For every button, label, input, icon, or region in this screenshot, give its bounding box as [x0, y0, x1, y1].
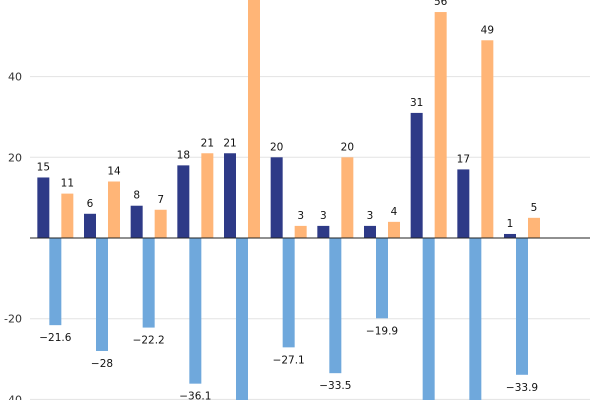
- bar-series3-cat9: [434, 12, 447, 239]
- data-label: 21: [223, 137, 236, 149]
- bar-series2-cat10: [469, 238, 482, 400]
- data-label: −33.5: [319, 380, 351, 392]
- bar-series2-cat5: [236, 238, 248, 400]
- data-label: 3: [297, 210, 304, 222]
- bar-series1-cat11: [504, 233, 516, 238]
- data-label: 15: [37, 161, 50, 173]
- data-label: 31: [410, 97, 423, 109]
- bar-series2-cat2: [96, 238, 108, 351]
- bar-series2-cat1: [49, 238, 62, 326]
- data-label: 4: [391, 206, 398, 218]
- bar-series1-cat2: [84, 213, 96, 238]
- data-label: 20: [341, 141, 354, 153]
- bar-series3-cat10: [481, 40, 494, 238]
- data-label: −21.6: [39, 332, 71, 344]
- data-label: 8: [133, 190, 140, 202]
- data-label: −33.9: [506, 382, 538, 394]
- y-tick-label: -40: [4, 393, 22, 400]
- y-tick-label: 20: [8, 151, 22, 164]
- bar-series1-cat5: [224, 153, 236, 238]
- data-label: 20: [270, 141, 283, 153]
- bars: [37, 0, 540, 400]
- bar-series2-cat8: [376, 238, 388, 319]
- data-label: 1: [507, 218, 514, 230]
- bar-series2-cat9: [422, 238, 435, 400]
- bar-series3-cat3: [154, 209, 167, 238]
- data-label: −36.1: [179, 391, 211, 400]
- data-label: 3: [320, 210, 327, 222]
- bar-series2-cat3: [142, 238, 155, 328]
- bar-series3-cat11: [528, 217, 540, 238]
- bar-series3-cat6: [294, 225, 307, 238]
- data-label: 49: [481, 24, 494, 36]
- data-label: 14: [107, 166, 121, 178]
- bar-series1-cat9: [410, 112, 423, 238]
- data-label: 56: [434, 0, 448, 8]
- data-label: 5: [531, 202, 538, 214]
- bar-series1-cat6: [270, 157, 283, 238]
- bar-series1-cat7: [317, 225, 330, 238]
- data-label: 17: [457, 153, 470, 165]
- bar-series3-cat7: [341, 157, 354, 238]
- data-label: 21: [201, 137, 214, 149]
- gridlines: [30, 76, 590, 400]
- bar-series1-cat10: [457, 169, 470, 238]
- bar-series3-cat4: [201, 153, 214, 238]
- y-tick-label: -20: [4, 313, 22, 326]
- data-label: −28: [91, 358, 113, 370]
- bar-series3-cat1: [61, 193, 74, 238]
- bar-series1-cat4: [177, 165, 190, 238]
- data-label: −22.2: [133, 335, 165, 347]
- bar-series2-cat11: [516, 238, 528, 375]
- data-label: 6: [87, 198, 94, 210]
- bar-series2-cat7: [329, 238, 342, 374]
- y-axis-ticks: -40 -20 20 40: [4, 71, 22, 400]
- y-tick-label: 40: [8, 71, 22, 84]
- bar-series3-cat2: [108, 181, 120, 238]
- data-label: 3: [367, 210, 374, 222]
- data-label: −27.1: [273, 354, 305, 366]
- bar-series1-cat8: [364, 225, 376, 238]
- bar-series1-cat1: [37, 177, 50, 238]
- bar-series2-cat6: [282, 238, 295, 348]
- data-label: 7: [157, 194, 164, 206]
- bar-series3-cat8: [388, 221, 400, 238]
- bar-series2-cat4: [189, 238, 202, 384]
- data-label: 18: [177, 149, 190, 161]
- bar-series3-cat5: [248, 0, 260, 239]
- data-label: 11: [61, 178, 74, 190]
- data-label: −19.9: [366, 325, 398, 337]
- bar-series1-cat3: [130, 205, 143, 238]
